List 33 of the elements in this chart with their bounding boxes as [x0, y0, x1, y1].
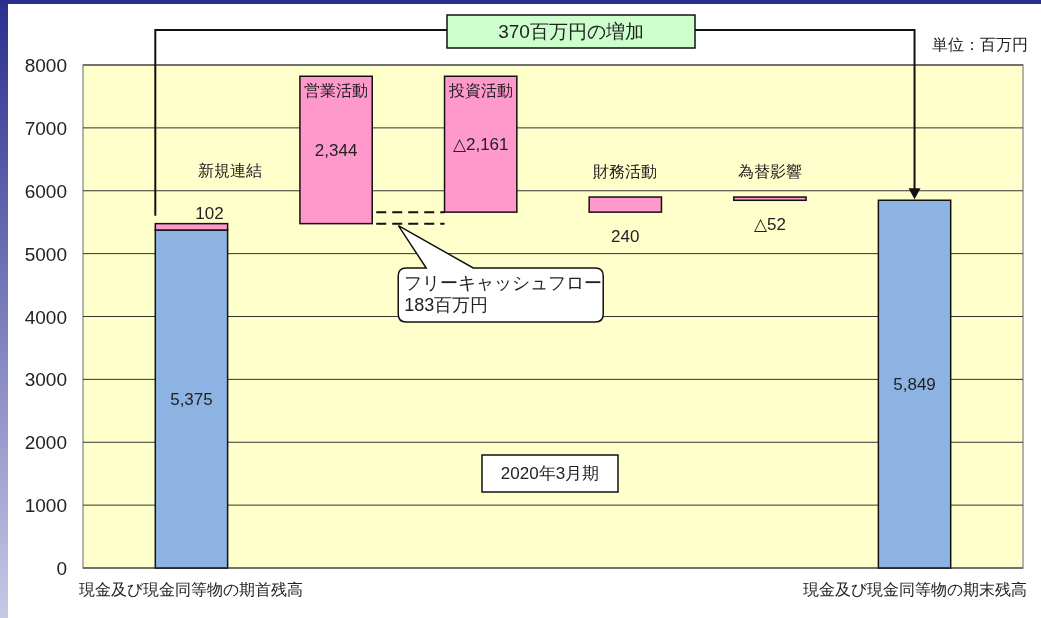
y-tick-label: 1000 — [24, 495, 67, 517]
callout-fcf: フリーキャッシュフロー 183百万円 — [397, 224, 604, 323]
bar — [588, 196, 663, 213]
y-tick-label: 7000 — [24, 117, 67, 139]
x-tick-label: 財務活動 — [593, 163, 658, 181]
annotation: 新規連結 — [197, 161, 262, 179]
data-label: △52 — [753, 215, 786, 235]
data-label: 5,375 — [170, 390, 213, 410]
data-label: △2,161 — [452, 135, 509, 155]
x-tick-label: 投資活動 — [447, 82, 513, 100]
y-tick-label: 2000 — [24, 432, 67, 454]
y-tick-label: 8000 — [24, 55, 67, 76]
data-label: 102 — [195, 203, 224, 223]
text: 370百万円の増加 — [498, 21, 644, 42]
y-tick-label: 5000 — [24, 243, 67, 265]
y-tick-label: 6000 — [24, 180, 67, 202]
text: 単位：百万円 — [932, 36, 1028, 53]
annotation: フリーキャッシュフロー 183百万円 — [404, 273, 603, 315]
bar — [733, 196, 807, 202]
x-tick-label: 現金及び現金同等物の期末残高 — [802, 581, 1027, 598]
annotation: 2020年3月期 — [500, 464, 600, 483]
data-label: 5,849 — [893, 375, 936, 395]
bar — [299, 75, 373, 225]
bar — [877, 199, 952, 569]
x-tick-label: 為替影響 — [737, 163, 802, 181]
data-label: 240 — [611, 227, 640, 247]
x-tick-label: 営業活動 — [304, 82, 369, 100]
y-tick-label: 0 — [56, 558, 67, 579]
y-tick-label: 4000 — [24, 306, 67, 328]
data-label: 2,344 — [314, 140, 358, 160]
bar — [443, 75, 518, 213]
x-tick-label: 現金及び現金同等物の期首残高 — [79, 581, 304, 598]
y-tick-label: 3000 — [24, 369, 67, 391]
